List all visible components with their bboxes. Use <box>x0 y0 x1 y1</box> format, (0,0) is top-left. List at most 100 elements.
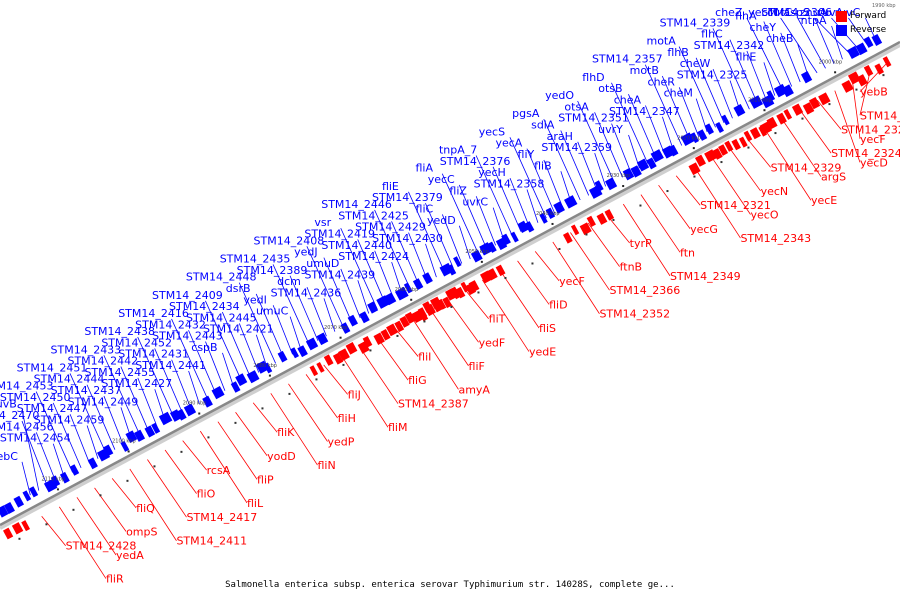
feature-mark <box>612 219 615 222</box>
reverse-gene-label: STM14_2451 <box>17 361 88 374</box>
reverse-gene <box>487 241 497 253</box>
leader-line <box>458 225 471 260</box>
tick-label: 2060 kbp <box>395 287 419 293</box>
reverse-gene <box>50 475 61 487</box>
tick-label: 2040 kbp <box>536 211 560 217</box>
reverse-gene <box>422 272 433 285</box>
reverse-gene-label: aspS <box>783 6 809 19</box>
reverse-gene-label: STM14_2357 <box>592 53 663 66</box>
feature-mark <box>666 190 669 193</box>
reverse-gene <box>359 311 370 324</box>
forward-gene-label: STM14_2387 <box>398 398 469 411</box>
leader-line <box>255 293 285 360</box>
reverse-gene <box>22 490 32 502</box>
forward-gene <box>841 80 854 93</box>
map-caption: Salmonella enterica subsp. enterica sero… <box>225 580 675 590</box>
reverse-gene-label: STM14_2419 <box>304 227 375 240</box>
leader-line <box>199 430 248 504</box>
reverse-gene-label: yecS <box>479 125 505 138</box>
forward-gene <box>776 112 787 125</box>
reverse-gene <box>680 132 695 146</box>
forward-gene-label: fliI <box>418 351 431 364</box>
reverse-gene-label: yebC <box>0 450 18 463</box>
leader-line <box>205 341 226 391</box>
reverse-gene-label: flhC <box>701 28 723 41</box>
forward-gene <box>604 209 615 221</box>
leader-line <box>492 207 505 241</box>
reverse-gene-label: STM14_2408 <box>254 234 325 247</box>
leader-line <box>154 348 183 414</box>
forward-gene-label: fliM <box>388 421 407 434</box>
forward-gene <box>362 336 373 348</box>
reverse-gene <box>855 42 868 56</box>
reverse-gene <box>144 425 156 438</box>
leader-line <box>799 109 832 154</box>
leader-line <box>577 141 598 192</box>
reverse-gene-label: STM14_2447 <box>17 402 88 415</box>
reverse-gene <box>564 195 578 209</box>
leader-line <box>834 90 861 163</box>
forward-gene <box>345 341 358 355</box>
reverse-gene-label: STM14_2425 <box>338 209 409 222</box>
leader-line <box>711 156 751 215</box>
leader-line <box>305 374 338 419</box>
leader-line <box>475 196 496 246</box>
reverse-gene <box>871 33 883 46</box>
reverse-gene-label: STM14_2438 <box>84 325 155 338</box>
feature-mark <box>531 262 534 265</box>
forward-gene-label: yedA <box>116 549 144 562</box>
feature-mark <box>693 175 696 178</box>
tick-mark <box>622 185 625 188</box>
forward-gene-label: fliS <box>539 322 556 335</box>
legend: Forward Reverse <box>836 9 900 37</box>
reverse-gene <box>230 381 241 393</box>
reverse-gene <box>630 165 642 178</box>
leader-line <box>859 61 888 92</box>
leader-line <box>425 202 454 269</box>
tick-mark <box>480 260 483 263</box>
reverse-gene-label: STM14_2450 <box>0 391 70 404</box>
reverse-gene <box>87 457 98 470</box>
leader-line <box>475 155 513 237</box>
tick-label: 2110 kbp <box>41 477 65 483</box>
reverse-gene <box>715 121 724 133</box>
reverse-gene-label: STM14_2442 <box>67 355 138 368</box>
forward-gene <box>432 299 444 313</box>
forward-gene-label: STM14_2417 <box>187 511 258 524</box>
leader-line <box>340 227 378 310</box>
feature-mark <box>207 436 210 439</box>
tick-label: 2100 kbp <box>112 439 136 445</box>
leader-line <box>458 184 488 251</box>
reverse-gene <box>470 249 483 263</box>
feature-mark <box>288 392 291 395</box>
tick-mark <box>56 488 59 491</box>
feature-mark <box>585 233 588 236</box>
forward-gene <box>783 108 793 120</box>
leader-line <box>21 409 40 491</box>
reverse-gene-label: uvrC <box>462 196 488 209</box>
leader-line <box>763 21 793 87</box>
forward-gene <box>856 74 868 87</box>
forward-gene-label: STM14_2343 <box>740 232 811 245</box>
forward-gene-label: fliN <box>317 459 335 472</box>
forward-gene <box>874 63 885 75</box>
reverse-gene <box>59 471 70 484</box>
leader-line <box>323 364 348 395</box>
forward-gene-label: yecF <box>860 133 886 146</box>
forward-gene <box>3 527 14 540</box>
forward-gene <box>357 341 370 354</box>
reverse-gene-label: otsA <box>564 100 589 113</box>
forward-gene <box>323 354 334 366</box>
reverse-gene <box>176 408 187 421</box>
forward-gene-label: yecE <box>811 194 837 207</box>
reverse-gene-label: cutC <box>767 6 792 19</box>
reverse-gene <box>646 157 657 170</box>
forward-gene-label: fliJ <box>348 388 361 401</box>
reverse-gene <box>134 429 146 442</box>
reverse-gene-label: yecH <box>478 166 506 179</box>
tick-label: 2070 kbp <box>324 325 348 331</box>
reverse-gene-label: ruvB <box>0 398 17 411</box>
leader-line <box>509 137 547 219</box>
reverse-gene-label: otsB <box>598 82 622 95</box>
forward-gene-label: fliT <box>489 313 506 326</box>
